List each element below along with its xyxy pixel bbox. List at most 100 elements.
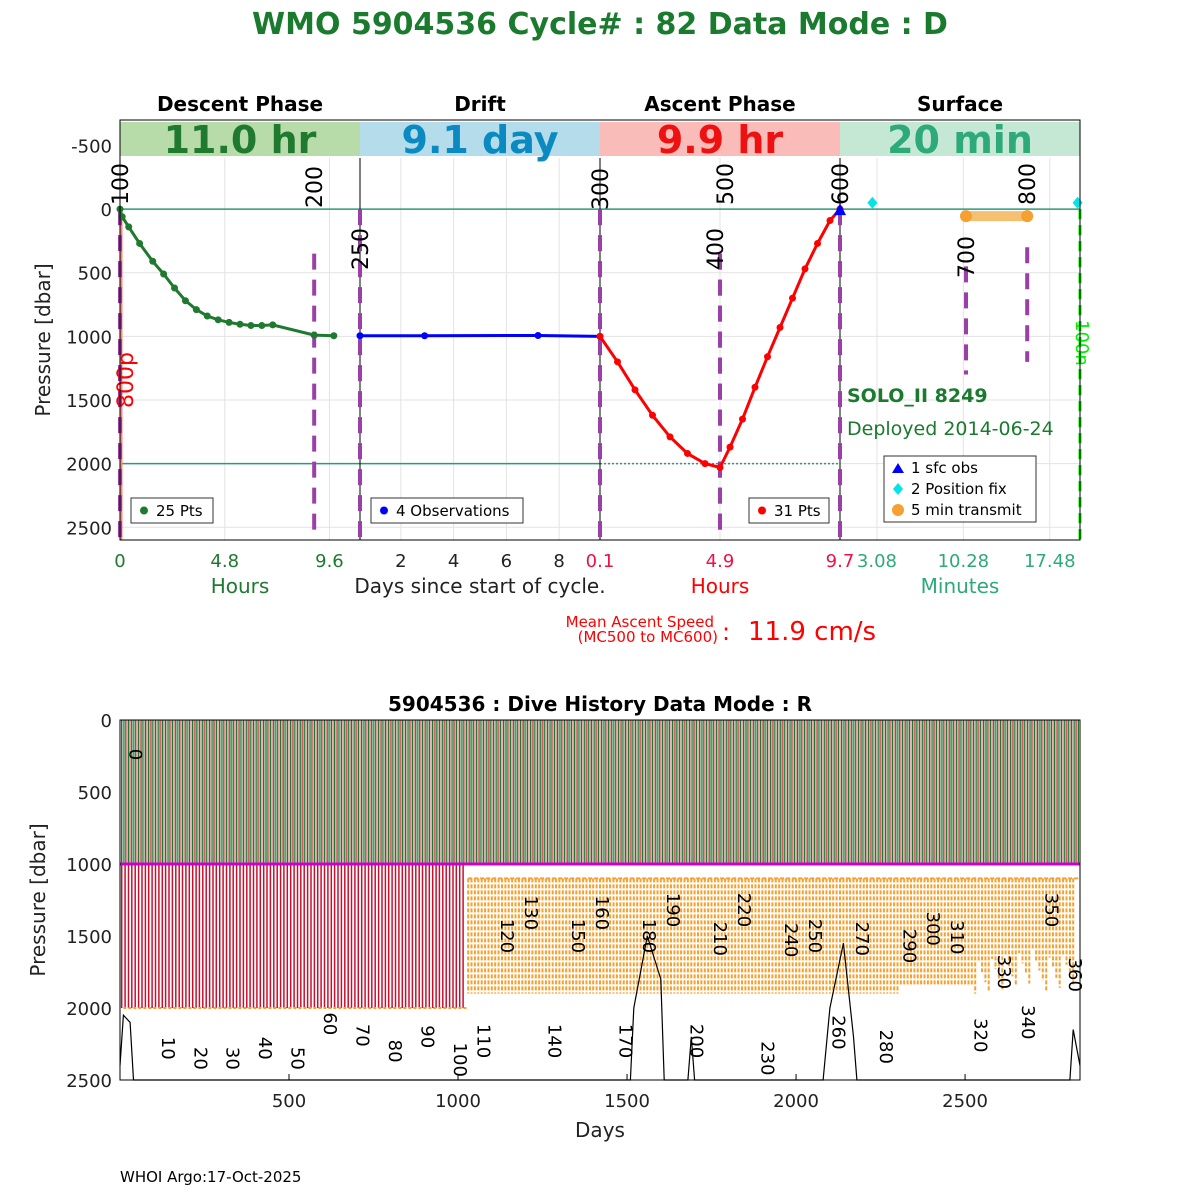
data-point-ascent <box>631 386 639 394</box>
legend-swatch-sfc-obs <box>892 463 904 473</box>
cycle-number-label: 330 <box>993 955 1014 989</box>
x-tick-label: 2 <box>395 551 406 572</box>
dive-y-tick-label: 0 <box>101 711 112 732</box>
phase-title: Surface <box>917 92 1003 116</box>
phase-title: Ascent Phase <box>644 92 795 116</box>
x-axis-label: Days since start of cycle. <box>354 574 605 598</box>
data-point-descent <box>214 316 222 324</box>
phase-title: Descent Phase <box>157 92 323 116</box>
cycle-number-label: 340 <box>1017 1005 1038 1039</box>
dive-history-title: 5904536 : Dive History Data Mode : R <box>388 692 812 716</box>
y-tick-label: 2500 <box>66 518 112 539</box>
x-axis-label: Hours <box>211 574 270 598</box>
y-tick-label: 2000 <box>66 455 112 476</box>
data-point-ascent <box>716 463 724 471</box>
data-point-descent <box>247 322 255 330</box>
series-legend-swatch <box>380 506 388 515</box>
page-title: WMO 5904536 Cycle# : 82 Data Mode : D <box>252 7 948 42</box>
legend-entry: 1 sfc obs <box>911 459 978 477</box>
phase-duration: 9.9 hr <box>657 118 784 162</box>
phase-duration: 11.0 hr <box>164 118 317 162</box>
data-point-drift <box>534 331 542 339</box>
cycle-number-label: 260 <box>827 1015 848 1049</box>
cycle-number-label: 230 <box>756 1041 777 1075</box>
deployment-date: Deployed 2014-06-24 <box>847 418 1054 440</box>
dive-x-tick-label: 1500 <box>604 1091 650 1112</box>
data-point-descent <box>181 297 189 305</box>
transmit-start-marker <box>960 210 972 223</box>
ascent-speed-value: 11.9 cm/s <box>748 617 876 647</box>
data-point-descent <box>136 239 144 247</box>
phase-duration: 9.1 day <box>402 118 559 162</box>
data-point-ascent <box>596 332 604 340</box>
cycle-number-label: 180 <box>638 919 659 953</box>
cycle-number-label: 110 <box>473 1024 494 1058</box>
x-tick-label: 0.1 <box>586 551 615 572</box>
ascent-profiles-late <box>467 878 1075 994</box>
phase-duration-box <box>120 122 360 156</box>
data-point-ascent <box>801 265 809 273</box>
series-legend-swatch <box>140 506 148 515</box>
data-point-drift <box>421 332 429 340</box>
event-marker-label: 400 <box>704 228 729 270</box>
data-point-descent <box>171 284 179 292</box>
data-point-ascent <box>776 323 784 331</box>
y-tick-label: 1000 <box>66 327 112 348</box>
dive-y-tick-label: 2000 <box>66 999 112 1020</box>
dive-x-axis-label: Days <box>575 1118 625 1142</box>
x-tick-label: 10.28 <box>938 551 990 572</box>
data-point-ascent <box>814 239 821 247</box>
x-tick-label: 8 <box>553 551 564 572</box>
series-line-ascent <box>598 208 842 470</box>
event-marker-label: 200 <box>303 166 328 208</box>
series-line-drift <box>360 333 601 338</box>
phase-title: Drift <box>454 92 506 116</box>
dive-y-tick-label: 1500 <box>66 927 112 948</box>
legend-entry: 2 Position fix <box>911 480 1007 498</box>
event-marker-label: 300 <box>589 168 614 210</box>
event-marker-label: 700 <box>955 236 980 278</box>
cycle-number-label: 200 <box>686 1024 707 1058</box>
position-fix-marker <box>867 196 878 209</box>
data-point-descent <box>236 320 244 328</box>
data-point-descent <box>225 318 233 326</box>
series-legend-label: 25 Pts <box>156 502 203 520</box>
cycle-number-label: 280 <box>875 1030 896 1064</box>
legend-swatch-transmit <box>892 504 904 516</box>
cycle-number-label: 190 <box>662 893 683 927</box>
descent-profiles <box>121 720 1079 864</box>
cycle-number-label: 310 <box>946 920 967 954</box>
cycle-number-label: 210 <box>709 922 730 956</box>
cycle-number-label: 360 <box>1064 958 1085 992</box>
x-tick-label: 4 <box>448 551 459 572</box>
data-point-ascent <box>666 433 674 441</box>
cycle-number-label: 90 <box>416 1025 437 1048</box>
x-tick-label: 9.7 <box>826 551 855 572</box>
data-point-descent <box>125 223 133 231</box>
dive-history-chart: 5904536 : Dive History Data Mode : R 0 10 2… <box>26 692 1085 1142</box>
data-point-ascent <box>739 415 746 423</box>
y-tick-label: 1500 <box>66 391 112 412</box>
dive-x-tick-label: 500 <box>272 1091 306 1112</box>
data-point-ascent <box>649 411 656 419</box>
cycle-number-label: 290 <box>898 929 919 963</box>
data-point-descent <box>269 321 277 329</box>
legend-entry: 5 min transmit <box>911 501 1022 519</box>
ascent-speed-label: Mean Ascent Speed <box>566 613 714 631</box>
data-point-ascent <box>684 449 691 457</box>
cycle-number-label: 70 <box>352 1024 373 1047</box>
event-marker-label: 500 <box>714 163 739 205</box>
ascent-profiles-early <box>120 864 464 1008</box>
data-point-descent <box>330 332 338 340</box>
transmit-end-marker <box>1021 210 1034 223</box>
footer-credit: WHOI Argo:17-Oct-2025 <box>120 1168 301 1186</box>
phase-duration-box <box>840 122 1080 156</box>
series-legend-label: 31 Pts <box>774 502 821 520</box>
cycle-number-label: 60 <box>319 1012 340 1035</box>
event-marker-label: 600 <box>829 163 854 205</box>
data-point-ascent <box>764 353 771 361</box>
y-tick-label: -500 <box>71 136 112 157</box>
cycle-number-label: 20 <box>189 1047 210 1070</box>
ascent-profiles-upper <box>122 720 1078 864</box>
